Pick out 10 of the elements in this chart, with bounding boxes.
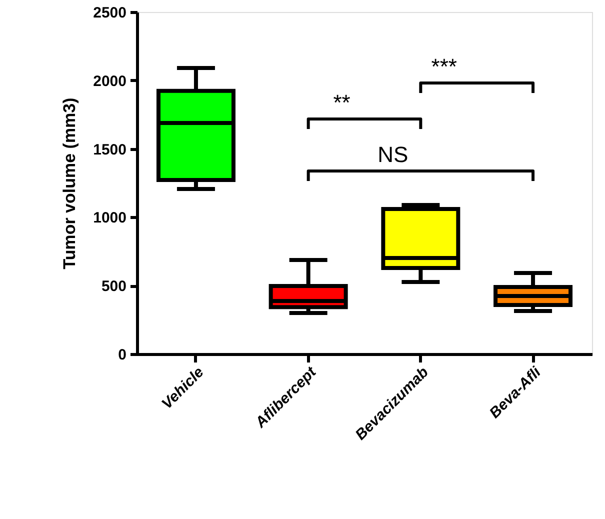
- y-tick-label: 2500: [93, 4, 126, 22]
- annotation: ***: [431, 54, 458, 79]
- y-tick-label: 2000: [93, 72, 126, 90]
- y-tick-label: 1500: [93, 141, 126, 158]
- annotation: **: [333, 90, 351, 115]
- y-axis-title: Tumor volume (mm3): [60, 98, 80, 270]
- y-tick-label: 0: [118, 346, 126, 364]
- annotation: NS: [378, 142, 408, 167]
- y-tick-label: 500: [101, 278, 126, 296]
- y-tick-label: 1000: [93, 210, 126, 227]
